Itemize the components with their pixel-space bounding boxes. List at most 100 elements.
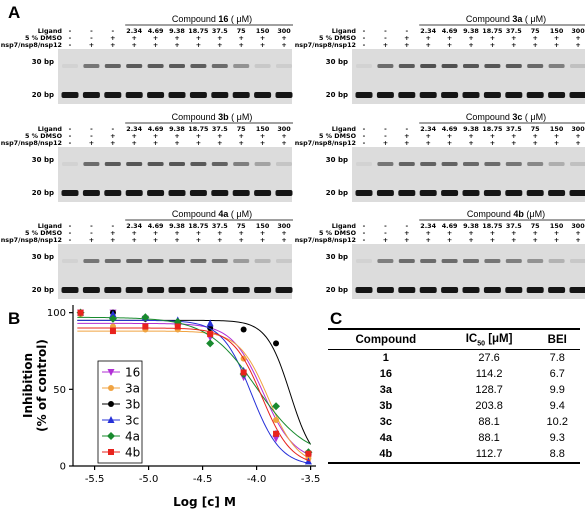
protein-marker: +: [383, 236, 388, 244]
bp-label-20: 20 bp: [32, 91, 54, 99]
band-20bp: [82, 190, 100, 196]
protein-marker: +: [89, 236, 94, 244]
dmso-marker: +: [554, 132, 559, 140]
protein-marker: +: [132, 236, 137, 244]
dmso-marker: +: [132, 229, 137, 237]
dmso-marker: +: [196, 132, 201, 140]
protein-marker: -: [363, 236, 366, 244]
band-20bp: [82, 287, 100, 293]
data-point-4b: [142, 323, 149, 330]
protein-marker: +: [196, 236, 201, 244]
band-20bp: [168, 287, 186, 293]
band-20bp: [61, 287, 79, 293]
band-30bp: [377, 64, 394, 68]
protein-marker: +: [281, 139, 286, 147]
protein-marker: +: [89, 41, 94, 49]
band-20bp: [275, 92, 293, 98]
protein-marker: +: [260, 41, 265, 49]
dmso-marker: +: [281, 34, 286, 42]
band-20bp: [376, 287, 394, 293]
ligand-value: 2.34: [126, 125, 142, 133]
dmso-marker: +: [468, 132, 473, 140]
gel-row-label: Ligand: [332, 27, 357, 35]
band-20bp: [569, 190, 585, 196]
ligand-value: 9.38: [169, 27, 185, 35]
ligand-value: 300: [277, 27, 291, 35]
dmso-marker: -: [384, 34, 387, 42]
band-20bp: [232, 92, 250, 98]
fit-curve-16: [77, 322, 311, 456]
dmso-marker: +: [426, 229, 431, 237]
dmso-marker: +: [196, 34, 201, 42]
band-30bp: [233, 64, 250, 68]
ligand-value: 75: [237, 125, 246, 133]
dmso-marker: -: [90, 229, 93, 237]
band-20bp: [211, 287, 229, 293]
dmso-marker: +: [490, 132, 495, 140]
band-30bp: [190, 64, 207, 68]
bp-label-20: 20 bp: [32, 286, 54, 294]
protein-marker: +: [426, 139, 431, 147]
protein-marker: +: [554, 41, 559, 49]
protein-marker: +: [217, 236, 222, 244]
band-30bp: [169, 64, 185, 68]
band-30bp: [527, 162, 544, 166]
protein-marker: +: [132, 139, 137, 147]
ligand-value: -: [69, 222, 72, 230]
fit-curve-3c: [77, 319, 311, 465]
ligand-value: 37.5: [506, 222, 522, 230]
band-20bp: [419, 190, 437, 196]
bp-label-30: 30 bp: [326, 253, 348, 261]
band-20bp: [526, 92, 544, 98]
legend-box: [97, 360, 143, 464]
dmso-marker: -: [69, 229, 72, 237]
legend-marker-4b: [108, 449, 114, 455]
ligand-value: 4.69: [148, 27, 164, 35]
gel-title: Compound 4a ( μM): [172, 209, 252, 219]
gel-title: Compound 3b ( μM): [172, 112, 253, 122]
ligand-value: 37.5: [212, 222, 228, 230]
legend-marker-3b: [108, 401, 114, 407]
ligand-value: 4.69: [442, 125, 458, 133]
protein-marker: +: [533, 41, 538, 49]
band-30bp: [441, 64, 458, 68]
band-30bp: [505, 162, 522, 166]
band-20bp: [483, 92, 501, 98]
dmso-marker: +: [153, 229, 158, 237]
band-30bp: [169, 259, 185, 263]
band-30bp: [147, 162, 164, 166]
band-20bp: [168, 92, 186, 98]
protein-marker: +: [174, 41, 179, 49]
band-20bp: [189, 92, 207, 98]
band-20bp: [232, 190, 250, 196]
gel-row-label: Ligand: [332, 125, 357, 133]
dmso-marker: +: [174, 229, 179, 237]
band-20bp: [104, 92, 122, 98]
protein-marker: +: [511, 236, 516, 244]
protein-marker: +: [239, 236, 244, 244]
table-row: 1 27.6 7.8: [382, 352, 565, 365]
protein-marker: +: [533, 236, 538, 244]
band-30bp: [233, 259, 250, 263]
band-30bp: [527, 64, 544, 68]
band-20bp: [376, 190, 394, 196]
protein-marker: -: [69, 139, 72, 147]
band-30bp: [548, 259, 565, 263]
dmso-marker: +: [174, 34, 179, 42]
legend-label-3c: 3c: [125, 414, 139, 428]
protein-marker: +: [575, 139, 580, 147]
data-point-4b: [305, 450, 312, 457]
data-point-4a: [141, 313, 150, 322]
protein-marker: +: [490, 236, 495, 244]
band-30bp: [147, 64, 164, 68]
band-30bp: [104, 162, 121, 166]
band-20bp: [548, 287, 566, 293]
protein-marker: +: [153, 236, 158, 244]
protein-marker: +: [404, 236, 409, 244]
gel-title: Compound 4b (μM): [467, 209, 545, 219]
protein-marker: +: [404, 139, 409, 147]
band-30bp: [398, 162, 415, 166]
